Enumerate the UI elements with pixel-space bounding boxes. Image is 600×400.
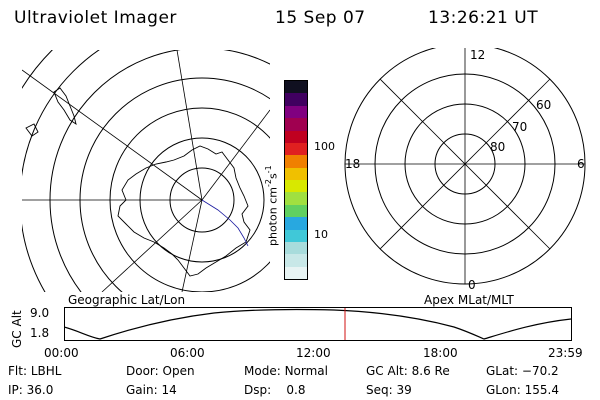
time-text: 13:26:21 UT: [428, 8, 539, 28]
colorbar-tick-10: 10: [314, 228, 328, 241]
orbit-x-tick: 12:00: [296, 346, 331, 360]
colorbar-tick-100: 100: [314, 140, 335, 153]
instrument-title: Ultraviolet Imager: [14, 8, 177, 28]
status-seq: Seq: 39: [366, 383, 412, 397]
mlat-label-80: 80: [490, 140, 506, 154]
orbit-x-tick: 06:00: [170, 346, 205, 360]
altitude-curve: [64, 308, 572, 340]
mlt-label-18: 18: [345, 157, 361, 171]
intensity-colorbar: [284, 80, 308, 280]
status-glon: GLon: 155.4: [486, 383, 559, 397]
mlat-label-60: 60: [536, 98, 552, 112]
mlt-label-0: 0: [468, 278, 476, 292]
colorbar-swatch: [285, 118, 307, 131]
colorbar-swatch: [285, 217, 307, 230]
status-mode: Mode: Normal: [244, 364, 328, 378]
status-ip: IP: 36.0: [8, 383, 54, 397]
mlt-label-12: 12: [470, 48, 486, 62]
orbit-x-tick: 23:59: [548, 346, 583, 360]
colorbar-swatch: [285, 254, 307, 267]
orbit-y-bottom: 1.8: [30, 326, 50, 340]
colorbar-swatch: [285, 180, 307, 193]
apex-map: [344, 48, 586, 285]
mlat-label-70: 70: [512, 120, 528, 134]
colorbar-swatch: [285, 142, 307, 156]
orbit-x-tick: 18:00: [423, 346, 458, 360]
land-fragment: [53, 87, 77, 126]
geographic-map-label: Geographic Lat/Lon: [68, 293, 186, 307]
geographic-lat-circles: [22, 50, 270, 292]
status-gc-alt: GC Alt: 8.6 Re: [366, 364, 450, 378]
colorbar-swatch: [285, 81, 307, 94]
colorbar-swatch: [285, 167, 307, 180]
orbit-y-top: 9.0: [30, 306, 50, 320]
orbit-axis-label: GC Alt: [10, 310, 24, 348]
colorbar-swatch: [285, 130, 307, 143]
colorbar-swatch: [285, 93, 307, 106]
status-gain: Gain: 14: [126, 383, 177, 397]
colorbar-swatch: [285, 266, 307, 279]
status-door: Door: Open: [126, 364, 195, 378]
status-filter: Flt: LBHL: [8, 364, 62, 378]
colorbar-swatch: [285, 192, 307, 205]
status-dsp: Dsp: 0.8: [244, 383, 306, 397]
apex-map-label: Apex MLat/MLT: [424, 293, 514, 307]
status-glat: GLat: −70.2: [486, 364, 559, 378]
date-text: 15 Sep 07: [275, 8, 366, 28]
geographic-meridians: [22, 50, 270, 292]
antarctica-coastline: [117, 145, 251, 277]
geographic-map: [22, 50, 270, 292]
colorbar-swatch: [285, 241, 307, 255]
colorbar-swatch: [285, 105, 307, 119]
orbit-x-tick: 00:00: [44, 346, 79, 360]
colorbar-swatch: [285, 204, 307, 218]
orbit-altitude-plot: [64, 307, 572, 341]
colorbar-unit-label: photon cm-2s-1: [264, 165, 280, 246]
land-fragment-small: [25, 123, 39, 137]
colorbar-swatch: [285, 229, 307, 242]
colorbar-swatch: [285, 155, 307, 168]
mlt-label-6: 6: [577, 157, 585, 171]
orbit-track: [201, 199, 249, 247]
